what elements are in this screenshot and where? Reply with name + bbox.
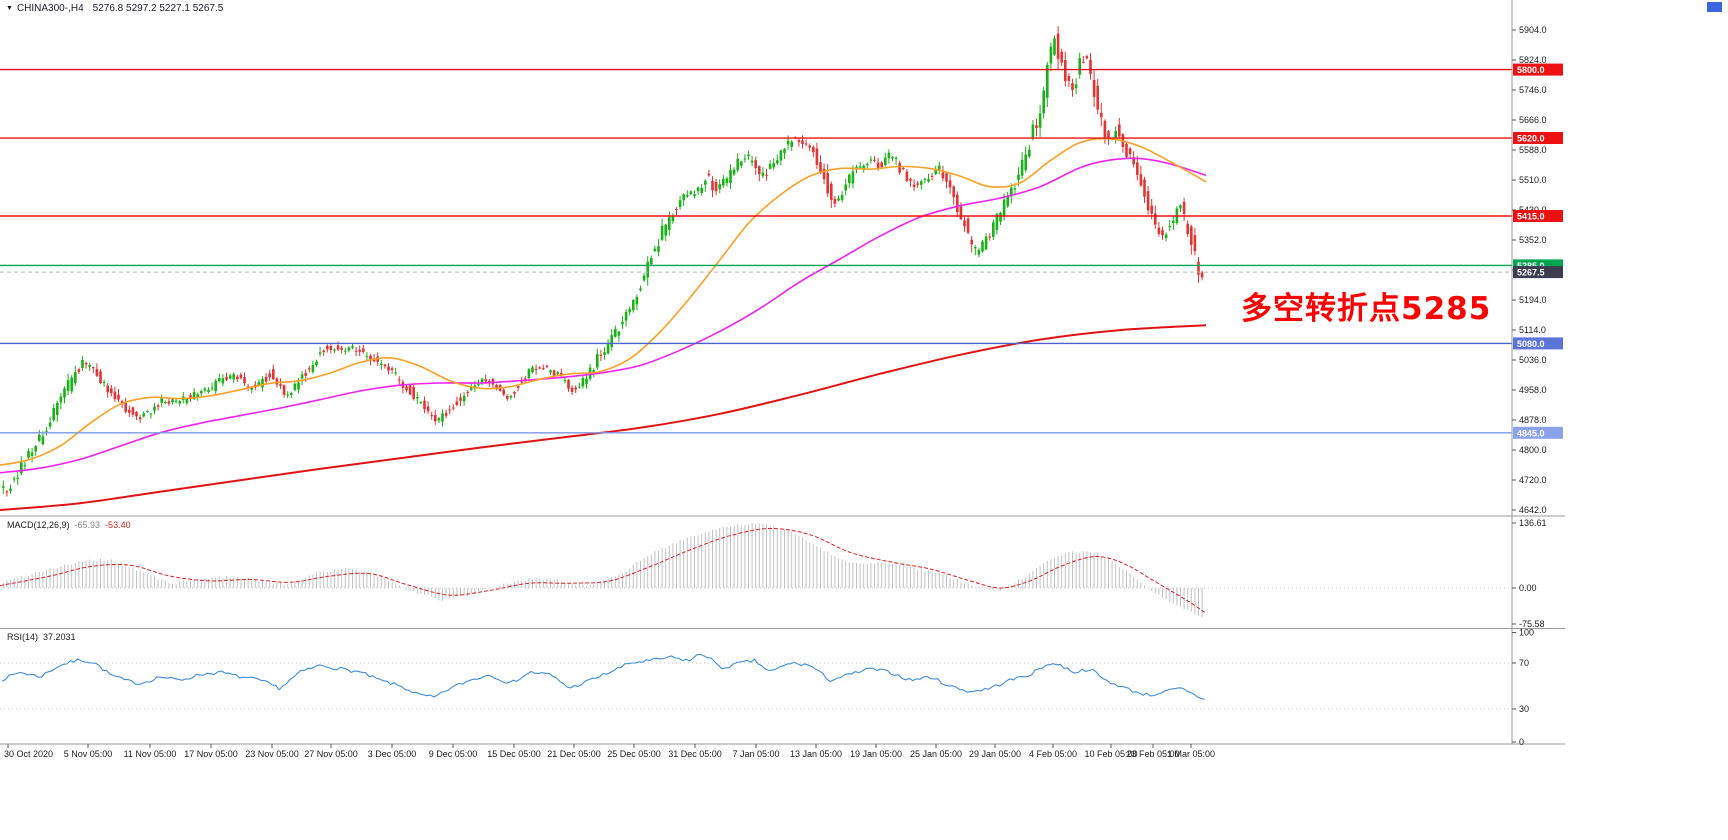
macd-name: MACD(12,26,9) xyxy=(7,520,70,530)
svg-text:5415.0: 5415.0 xyxy=(1517,212,1545,222)
price-axis-label: 5114.0 xyxy=(1519,325,1546,335)
time-axis-label: 10 Feb 05:00 xyxy=(1084,749,1137,759)
svg-text:5080.0: 5080.0 xyxy=(1517,339,1545,349)
rsi-indicator-label: RSI(14) 37.2031 xyxy=(7,632,76,642)
time-axis-label: 29 Jan 05:00 xyxy=(969,749,1021,759)
price-badge-5080.0 xyxy=(1513,337,1563,350)
ma_mid-line xyxy=(0,157,1207,474)
price-axis-label: 4642.0 xyxy=(1519,505,1547,515)
price-axis-label: 5824.0 xyxy=(1519,55,1547,65)
price-axis-label: 5352.0 xyxy=(1519,235,1547,245)
chart-canvas[interactable]: 5904.05824.05746.05666.05588.05510.05430… xyxy=(0,0,1565,762)
time-axis-label: 11 Nov 05:00 xyxy=(124,749,177,759)
price-axis-label: 4878.0 xyxy=(1519,415,1547,425)
time-axis-label: 17 Nov 05:00 xyxy=(184,749,238,759)
rsi-axis-label: 70 xyxy=(1519,658,1529,668)
chart-title: ▼ CHINA300-,H4 5276.8 5297.2 5227.1 5267.5 xyxy=(6,3,223,14)
price-axis-label: 4720.0 xyxy=(1519,475,1547,485)
time-axis-label: 23 Feb 05:00 xyxy=(1126,749,1179,759)
price-axis-label: 4958.0 xyxy=(1519,385,1547,395)
rsi-line xyxy=(1,653,1205,700)
time-axis-label: 30 Oct 2020 xyxy=(4,749,53,759)
time-axis-label: 23 Nov 05:00 xyxy=(245,749,299,759)
time-axis-label: 19 Jan 05:00 xyxy=(850,749,902,759)
svg-text:5620.0: 5620.0 xyxy=(1517,134,1545,144)
price-badge-5415.0 xyxy=(1513,210,1563,222)
macd-main-value: -65.93 xyxy=(74,520,101,530)
time-axis-label: 13 Jan 05:00 xyxy=(790,749,842,759)
macd-axis-label: 136.61 xyxy=(1519,518,1547,528)
rsi-axis-label: 100 xyxy=(1519,628,1534,638)
time-axis-label: 4 Feb 05:00 xyxy=(1029,749,1077,759)
rsi-name: RSI(14) xyxy=(7,632,39,642)
price-axis-label: 5904.0 xyxy=(1519,25,1547,35)
time-axis-label: 25 Dec 05:00 xyxy=(607,749,661,759)
time-axis-label: 5 Nov 05:00 xyxy=(64,749,113,759)
collapse-triangle-icon[interactable]: ▼ xyxy=(6,5,13,12)
ma_fast-line xyxy=(0,137,1207,466)
price-axis-label: 5588.0 xyxy=(1519,145,1547,155)
svg-text:5800.0: 5800.0 xyxy=(1517,65,1545,75)
macd-axis-label: 0.00 xyxy=(1519,583,1537,593)
macd-axis-label: -75.58 xyxy=(1519,619,1545,629)
chart-window: 5904.05824.05746.05666.05588.05510.05430… xyxy=(0,0,1565,762)
time-axis-label: 7 Jan 05:00 xyxy=(732,749,779,759)
price-badge-4845.0 xyxy=(1513,426,1563,439)
svg-text:5267.5: 5267.5 xyxy=(1517,268,1545,278)
turning-point-annotation: 多空转折点5285 xyxy=(1241,291,1492,327)
time-axis-label: 9 Dec 05:00 xyxy=(429,749,478,759)
rsi-axis-label: 30 xyxy=(1519,704,1529,714)
time-axis-label: 21 Dec 05:00 xyxy=(547,749,601,759)
time-axis-label: 27 Nov 05:00 xyxy=(304,749,358,759)
svg-text:4845.0: 4845.0 xyxy=(1517,428,1545,438)
price-axis-label: 4800.0 xyxy=(1519,445,1547,455)
chart-background xyxy=(0,0,1565,762)
ohlc-values: 5276.8 5297.2 5227.1 5267.5 xyxy=(92,3,224,14)
price-axis-label: 5746.0 xyxy=(1519,85,1547,95)
scrollbar-corner-marker[interactable] xyxy=(1707,2,1722,12)
macd-histogram xyxy=(2,522,1203,617)
rsi-axis-label: 0 xyxy=(1519,737,1524,747)
macd-signal-value: -53.40 xyxy=(105,520,131,530)
time-axis-label: 31 Dec 05:00 xyxy=(668,749,722,759)
price-badge-5620.0 xyxy=(1513,132,1563,144)
time-axis-label: 25 Jan 05:00 xyxy=(910,749,962,759)
symbol-timeframe-label: CHINA300-,H4 xyxy=(16,3,84,14)
price-axis-label: 5194.0 xyxy=(1519,295,1547,305)
price-badge-5800.0 xyxy=(1513,63,1563,76)
macd-indicator-label: MACD(12,26,9) -65.93 -53.40 xyxy=(7,520,131,530)
price-axis-label: 5510.0 xyxy=(1519,175,1547,185)
ma_slow-line xyxy=(0,324,1207,511)
price-axis-label: 5036.0 xyxy=(1519,355,1547,365)
time-axis-label: 3 Dec 05:00 xyxy=(368,749,417,759)
current-price-badge xyxy=(1513,266,1563,279)
rsi-value: 37.2031 xyxy=(43,632,76,642)
svg-text:5285.0: 5285.0 xyxy=(1517,261,1545,271)
price-axis-label: 5666.0 xyxy=(1519,115,1547,125)
macd-signal-line xyxy=(0,527,1207,614)
time-axis-label: 1 Mar 05:00 xyxy=(1167,749,1215,759)
time-axis-label: 15 Dec 05:00 xyxy=(487,749,541,759)
